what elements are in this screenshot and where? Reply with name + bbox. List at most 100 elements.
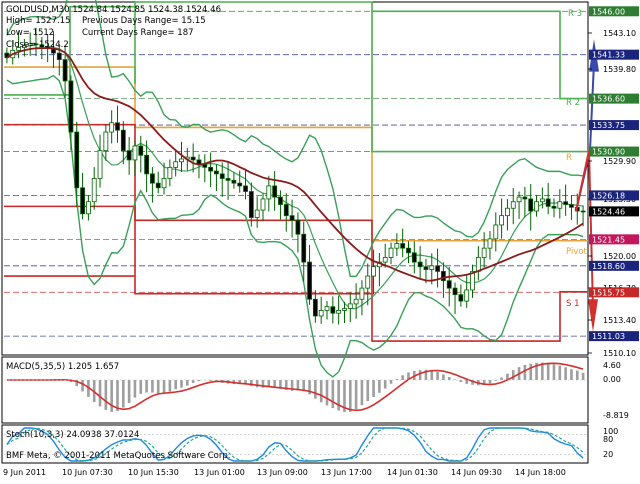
price-tag-label: 1524.46 — [592, 207, 625, 216]
stoch-main-line — [6, 427, 584, 462]
candle — [120, 129, 126, 152]
low-label: Low= 1512 — [6, 28, 54, 38]
candle — [132, 145, 138, 161]
price-axis-label: 1513.40 — [603, 316, 636, 325]
candle — [126, 150, 132, 161]
macd-axis-label: 4.60 — [603, 361, 621, 370]
candle — [167, 166, 173, 179]
price-axis-label: 1510.10 — [603, 349, 636, 358]
candle — [400, 243, 406, 249]
bollinger-middle-band — [6, 46, 584, 310]
candle — [289, 215, 295, 221]
candle — [62, 59, 68, 82]
price-axis-label: 1529.90 — [603, 157, 636, 166]
stoch-axis-label: 80 — [603, 435, 613, 444]
candle — [138, 145, 144, 156]
close-label: Close= 1524.2 — [6, 40, 69, 50]
candle — [214, 170, 219, 175]
candle — [150, 173, 155, 184]
candle — [365, 275, 371, 289]
price-tag-box — [589, 260, 639, 271]
candle — [371, 266, 376, 277]
candle — [21, 45, 27, 48]
price-tag-box — [589, 234, 639, 245]
candle — [243, 185, 248, 192]
price-tag-label: 1546.00 — [592, 7, 625, 16]
price-tag-label: 1521.45 — [592, 235, 625, 244]
candle — [452, 287, 458, 296]
arrow-down-icon — [588, 299, 598, 332]
time-axis-label: 14 Jun 18:00 — [515, 468, 566, 477]
daily-level-step-line — [4, 205, 372, 295]
price-axis-label: 1520.00 — [603, 252, 636, 261]
candle — [580, 210, 586, 213]
candle — [301, 233, 307, 263]
candle — [91, 178, 97, 203]
time-axis-label: 10 Jun 15:30 — [128, 468, 179, 477]
price-tag-label: 1536.60 — [592, 95, 625, 104]
current-days-range-label: Current Days Range= 187 — [82, 28, 194, 38]
candle — [423, 266, 429, 270]
time-axis-label: 13 Jun 09:00 — [257, 468, 308, 477]
macd-signal-line — [6, 362, 584, 412]
bollinger-upper-band — [6, 0, 584, 278]
price-tag: 1533.75 — [589, 120, 639, 131]
candle — [144, 154, 149, 175]
candle — [283, 204, 289, 217]
time-axis-label: 14 Jun 01:30 — [387, 468, 438, 477]
price-tag-box — [589, 6, 639, 17]
candle — [231, 179, 237, 184]
bollinger-lower-band — [6, 74, 584, 378]
price-tag: 1530.90 — [589, 146, 639, 157]
level-label-r2: R 2 — [566, 98, 580, 108]
price-tag-label: 1530.90 — [592, 148, 625, 157]
time-axis-label: 13 Jun 01:00 — [194, 468, 245, 477]
price-tag: 1511.03 — [589, 331, 639, 342]
price-tag: 1546.00 — [589, 6, 639, 17]
price-axis-label: 1539.80 — [603, 65, 636, 74]
candle — [528, 198, 534, 212]
price-tag-label: 1526.18 — [592, 191, 625, 200]
stoch-panel[interactable] — [1, 424, 589, 464]
daily-level-step-line — [372, 10, 588, 100]
candle — [74, 131, 80, 189]
price-tag-box — [589, 190, 639, 201]
candle — [237, 182, 243, 187]
candle — [33, 43, 39, 46]
candle — [411, 252, 417, 263]
price-tag-box — [589, 93, 639, 104]
candle — [464, 289, 470, 302]
candle — [179, 158, 184, 163]
price-tag-box — [589, 120, 639, 131]
symbol-quote-line: GOLDUSD,M30 1524.84 1524.85 1524.38 1524… — [6, 5, 221, 15]
candle — [475, 257, 481, 272]
daily-level-step-line — [4, 66, 588, 242]
price-tag-box — [589, 331, 639, 342]
price-tag: 1515.75 — [589, 287, 639, 298]
stoch-axis-label: 100 — [603, 427, 618, 436]
price-tag: 1526.18 — [589, 190, 639, 201]
candle — [505, 207, 510, 217]
candle — [569, 204, 574, 208]
candle — [266, 185, 272, 200]
price-tag: 1521.45 — [589, 234, 639, 245]
price-tag-label: 1511.03 — [592, 332, 625, 341]
candle — [545, 198, 551, 207]
price-tag-label: 1518.60 — [592, 262, 625, 271]
candle — [173, 161, 179, 168]
candle — [429, 265, 435, 270]
candle — [470, 270, 475, 291]
candle — [516, 196, 522, 203]
candle — [208, 166, 214, 172]
candle — [16, 47, 21, 51]
price-tag-box — [589, 287, 639, 298]
candle — [342, 308, 347, 311]
candle — [435, 265, 440, 272]
level-label-r3: R 3 — [568, 9, 582, 19]
price-tag-box — [589, 49, 639, 60]
candle — [254, 209, 260, 218]
candle — [109, 122, 115, 133]
candle — [353, 298, 359, 305]
stoch-title: Stoch(10,3,3) 24.0938 37.0124 — [6, 430, 139, 440]
